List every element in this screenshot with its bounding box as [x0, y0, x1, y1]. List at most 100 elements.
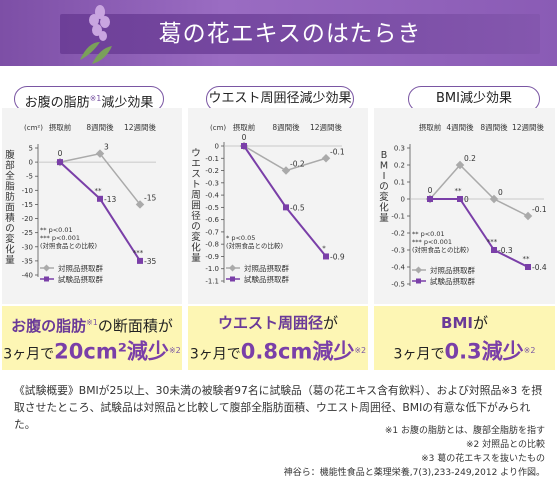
legend-marker — [230, 276, 235, 282]
significance-marker: *** — [487, 238, 498, 246]
time-label: 12週間後 — [124, 122, 157, 132]
callout-l2a: 3ヶ月で — [189, 346, 241, 363]
kudzu-flower-icon — [80, 5, 112, 64]
y-tick-label: -0.6 — [205, 216, 219, 224]
y-tick-label: -0.3 — [205, 179, 219, 187]
time-label: 12週間後 — [310, 122, 343, 132]
tab-suffix: 減少効果 — [101, 95, 154, 111]
callout-big: 0.3減少 — [444, 339, 524, 364]
legend-label: 試験品摂取群 — [430, 276, 475, 286]
chart-bmi: 摂取前 4週間後 8週間後 12週間後 0.3 0.2 0.1 0 -0.1 -0.2 -0.3 -0… — [379, 122, 547, 289]
time-label: 12週間後 — [512, 122, 545, 132]
y-axis-title-char: 量 — [191, 253, 201, 264]
data-point — [323, 253, 329, 260]
callout-line-2: 3ヶ月で0.8cm減少※2 — [188, 336, 368, 370]
y-axis-title-char: 部 — [5, 160, 15, 172]
data-point — [427, 196, 433, 202]
y-tick-label: -30 — [22, 243, 33, 251]
y-tick-label: -0.9 — [205, 253, 219, 261]
y-tick-label: -1.1 — [205, 278, 219, 286]
note-line: *** p<0.001 — [412, 238, 452, 246]
data-label: -0.4 — [532, 263, 547, 272]
legend-label: 対照品摂取群 — [430, 265, 475, 275]
y-tick-label: 0.2 — [394, 162, 405, 170]
time-label: 摂取前 — [419, 122, 442, 132]
significance-marker: * — [322, 244, 326, 252]
callout-l1a: お腹の脂肪 — [11, 317, 87, 335]
note-line: (対照食品との比較) — [226, 241, 283, 250]
tab-label: お腹の脂肪 — [24, 95, 90, 111]
y-tick-label: -0.8 — [205, 241, 219, 249]
callout-waist: ウエスト周囲径が 3ヶ月で0.8cm減少※2 — [188, 306, 368, 370]
y-axis-title-char: 量 — [5, 255, 15, 266]
y-tick-label: -15 — [22, 201, 33, 209]
time-label: 8週間後 — [86, 122, 114, 132]
study-summary: 《試験概要》BMIが25以上、30未満の被験者97名に試験品（葛の花エキス含有飲… — [14, 384, 543, 431]
y-axis-title-char: ウ — [191, 148, 201, 159]
callout-l1a: BMI — [441, 314, 473, 332]
y-tick-label: -10 — [22, 187, 33, 195]
callout-l2-sup: ※2 — [168, 346, 181, 355]
y-axis-title-char: 化 — [5, 244, 15, 256]
data-label: -0.5 — [290, 203, 305, 212]
y-tick-label: 0 — [401, 196, 405, 204]
y-axis-title-char: 量 — [379, 213, 389, 224]
y-axis-title-char: 面 — [5, 203, 15, 214]
unit-label: (cm) — [210, 124, 226, 132]
page-title: 葛の花エキスのはたらき — [158, 21, 422, 47]
y-tick-label: -0.2 — [205, 167, 219, 175]
note-line: * p<0.05 — [226, 234, 255, 242]
y-axis-title-char: 肪 — [5, 191, 15, 203]
footnote-2: ※2 対照品との比較 — [465, 440, 545, 450]
data-point — [281, 166, 291, 175]
y-tick-label: -0.4 — [205, 192, 219, 200]
callout-abdominal-fat: お腹の脂肪※1の断面積が 3ヶ月で20cm²減少※2 — [2, 306, 182, 370]
y-axis-title-char: の — [379, 182, 389, 193]
tab-abdominal-fat: お腹の脂肪※1減少効果 — [14, 86, 164, 112]
y-axis-title-char: M — [380, 161, 388, 172]
footnote-1: ※1 お腹の脂肪とは、腹部全脂肪を指す — [384, 426, 545, 436]
tab-bmi: BMI減少効果 — [408, 86, 540, 112]
legend-label: 対照品摂取群 — [244, 263, 289, 273]
callout-bmi: BMIが 3ヶ月で0.3減少※2 — [374, 306, 555, 370]
y-tick-label: -1.0 — [205, 265, 219, 273]
data-label: 0.2 — [464, 154, 476, 163]
data-point — [241, 143, 247, 149]
legend-marker — [228, 264, 237, 272]
header-banner: 葛の花エキスのはたらき — [0, 0, 557, 66]
y-axis-title-char: I — [383, 171, 386, 182]
data-label: -0.9 — [330, 252, 345, 261]
data-label: 0 — [464, 195, 469, 204]
y-tick-label: -20 — [22, 215, 33, 223]
callout-line-1: ウエスト周囲径が — [188, 310, 368, 336]
data-point — [525, 264, 531, 270]
banner-ribbon — [60, 14, 540, 54]
callout-l1b: が — [323, 314, 339, 332]
note-line: *** p<0.001 — [40, 234, 80, 242]
y-axis-title-char: ト — [191, 180, 201, 191]
y-tick-label: 5 — [29, 145, 33, 153]
y-tick-label: -5 — [26, 173, 33, 181]
callout-l2a: 3ヶ月で — [393, 346, 445, 363]
tab-label: ウエスト周囲径減少効果 — [208, 91, 352, 106]
note-line: ** p<0.01 — [40, 226, 73, 234]
series-line — [430, 198, 529, 268]
callout-l1b: が — [472, 314, 488, 332]
panel-bg-1 — [2, 108, 182, 304]
data-point — [283, 204, 289, 211]
time-label: 8週間後 — [480, 122, 508, 132]
callout-line-2: 3ヶ月で0.3減少※2 — [374, 336, 555, 370]
legend-label: 試験品摂取群 — [58, 274, 103, 284]
data-label: -0.1 — [330, 147, 345, 156]
y-tick-label: -0.1 — [205, 155, 219, 163]
time-label: 8週間後 — [272, 122, 300, 132]
data-point — [489, 194, 499, 204]
y-axis-title-char: 全 — [5, 170, 15, 182]
time-label: 4週間後 — [446, 122, 474, 132]
legend-marker — [416, 278, 421, 284]
data-label: -0.2 — [290, 160, 305, 169]
time-label: 摂取前 — [233, 122, 256, 132]
data-point — [523, 211, 533, 221]
callout-l1b: の断面積が — [97, 317, 173, 335]
callout-line-1: お腹の脂肪※1の断面積が — [2, 310, 182, 339]
